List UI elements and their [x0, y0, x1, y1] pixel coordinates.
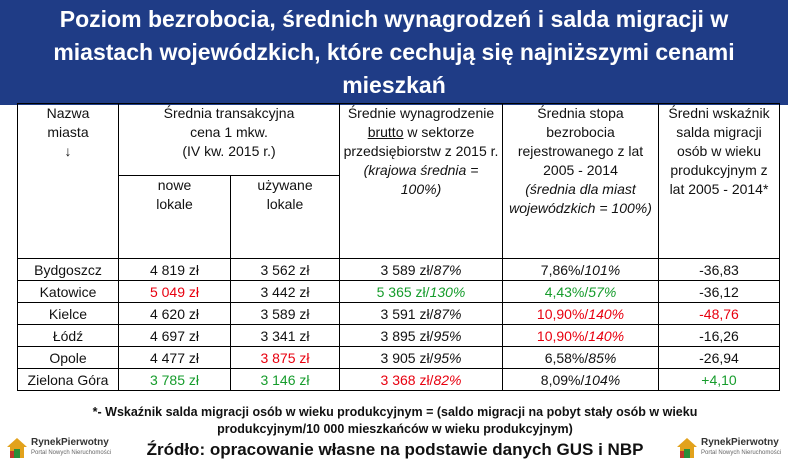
- cell-used: 3 442 zł: [230, 280, 340, 303]
- cell-unemp: 6,58%/85%: [502, 346, 659, 369]
- table-row: Bydgoszcz 4 819 zł 3 562 zł 3 589 zł/87%…: [17, 258, 780, 281]
- cell-wage: 5 365 zł/130%: [339, 280, 503, 303]
- data-table: Nazwa miasta ↓ Średnia transakcyjna cena 1 …: [17, 103, 780, 391]
- cell-wage: 3 589 zł/87%: [339, 258, 503, 281]
- cell-used: 3 146 zł: [230, 368, 340, 391]
- cell-new: 4 620 zł: [118, 302, 231, 325]
- cell-city: Opole: [17, 346, 119, 369]
- cell-migr: -26,94: [658, 346, 780, 369]
- cell-new: 5 049 zł: [118, 280, 231, 303]
- page-title: Poziom bezrobocia, średnich wynagrodzeń …: [0, 0, 788, 105]
- cell-unemp: 8,09%/104%: [502, 368, 659, 391]
- header-price: Średnia transakcyjna cena 1 mkw. (IV kw. 2…: [118, 103, 340, 176]
- cell-wage: 3 895 zł/95%: [339, 324, 503, 347]
- source-note: Źródło: opracowanie własne na podstawie …: [146, 440, 644, 459]
- header-unemployment: Średnia stopa bezrobocia rejestrowanego …: [502, 103, 659, 259]
- table-row: Opole 4 477 zł 3 875 zł 3 905 zł/95% 6,5…: [17, 346, 780, 369]
- header-wage: Średnie wynagrodzenie brutto w sektorze …: [339, 103, 503, 259]
- cell-city: Bydgoszcz: [17, 258, 119, 281]
- cell-wage: 3 591 zł/87%: [339, 302, 503, 325]
- cell-used: 3 562 zł: [230, 258, 340, 281]
- cell-unemp: 10,90%/140%: [502, 302, 659, 325]
- cell-city: Katowice: [17, 280, 119, 303]
- cell-new: 4 697 zł: [118, 324, 231, 347]
- cell-migr: -16,26: [658, 324, 780, 347]
- cell-migr: -36,83: [658, 258, 780, 281]
- cell-wage: 3 905 zł/95%: [339, 346, 503, 369]
- cell-wage: 3 368 zł/82%: [339, 368, 503, 391]
- cell-unemp: 4,43%/57%: [502, 280, 659, 303]
- cell-new: 3 785 zł: [118, 368, 231, 391]
- cell-unemp: 7,86%/101%: [502, 258, 659, 281]
- cell-city: Kielce: [17, 302, 119, 325]
- cell-migr: -36,12: [658, 280, 780, 303]
- table-row: Katowice 5 049 zł 3 442 zł 5 365 zł/130%…: [17, 280, 780, 303]
- cell-used: 3 589 zł: [230, 302, 340, 325]
- house-logo-icon: [676, 437, 698, 459]
- table-row: Łódź 4 697 zł 3 341 zł 3 895 zł/95% 10,9…: [17, 324, 780, 347]
- house-logo-icon: [6, 437, 28, 459]
- cell-unemp: 10,90%/140%: [502, 324, 659, 347]
- cell-used: 3 341 zł: [230, 324, 340, 347]
- cell-migr: -48,76: [658, 302, 780, 325]
- cell-city: Zielona Góra: [17, 368, 119, 391]
- cell-migr: +4,10: [658, 368, 780, 391]
- footnote: *- Wskaźnik salda migracji osób w wieku …: [92, 405, 698, 436]
- logo-right: RynekPierwotny Portal Nowych Nieruchomośc…: [676, 433, 781, 463]
- cell-city: Łódź: [17, 324, 119, 347]
- header-used: używane lokale: [230, 175, 340, 259]
- header-city: Nazwa miasta ↓: [17, 103, 119, 259]
- table-row: Zielona Góra 3 785 zł 3 146 zł 3 368 zł/…: [17, 368, 780, 391]
- header-migration: Średni wskaźnik salda migracji osób w wi…: [658, 103, 780, 259]
- header-new: nowe lokale: [118, 175, 231, 259]
- cell-new: 4 477 zł: [118, 346, 231, 369]
- table-row: Kielce 4 620 zł 3 589 zł 3 591 zł/87% 10…: [17, 302, 780, 325]
- cell-new: 4 819 zł: [118, 258, 231, 281]
- logo-left: RynekPierwotny Portal Nowych Nieruchomośc…: [6, 433, 111, 463]
- cell-used: 3 875 zł: [230, 346, 340, 369]
